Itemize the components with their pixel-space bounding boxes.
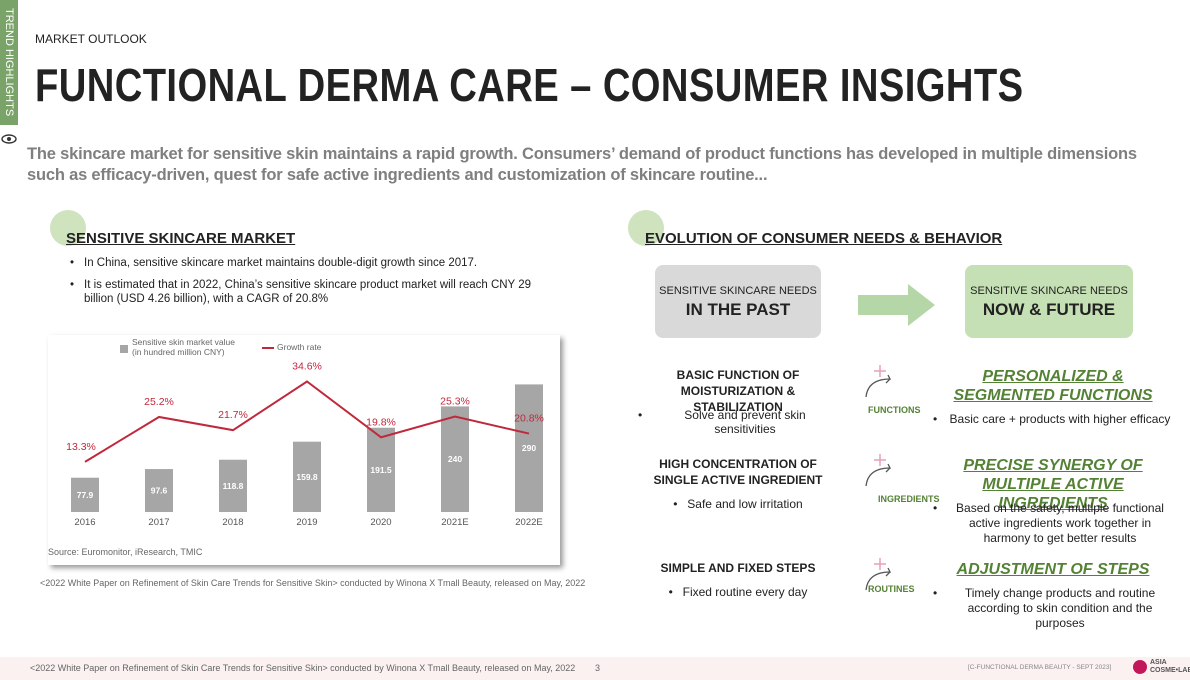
x-tick-label: 2019	[296, 517, 317, 528]
bullet: In China, sensitive skincare market main…	[70, 256, 560, 270]
footer-ref: [C-FUNCTIONAL DERMA BEAUTY - SEPT 2023]	[968, 664, 1112, 671]
title: FUNCTIONAL DERMA CARE – CONSUMER INSIGHT…	[35, 59, 1024, 111]
line-label: 34.6%	[292, 361, 322, 373]
past-bullets: Safe and low irritation	[638, 497, 838, 519]
bullet: Basic care + products with higher effica…	[933, 412, 1173, 427]
bar	[145, 469, 173, 512]
bullet: Safe and low irritation	[673, 497, 802, 511]
tag: INGREDIENTS	[878, 494, 940, 504]
bar	[293, 441, 321, 512]
legend-label: Sensitive skin market value (in hundred …	[132, 337, 235, 357]
footer-note: <2022 White Paper on Refinement of Skin …	[30, 663, 576, 673]
x-tick-label: 2016	[74, 517, 95, 528]
bar	[219, 459, 247, 512]
evolution-heading: EVOLUTION OF CONSUMER NEEDS & BEHAVIOR	[645, 230, 1003, 247]
intro: The skincare market for sensitive skin m…	[27, 145, 1137, 184]
past-need: SIMPLE AND FIXED STEPS	[660, 561, 816, 575]
bar-label: 97.6	[151, 486, 168, 496]
future-need: ADJUSTMENT OF STEPS	[956, 561, 1150, 578]
legend-swatch	[262, 346, 274, 349]
plus-arrow-icon	[865, 558, 892, 591]
page-number: 3	[595, 663, 601, 673]
market-note: <2022 White Paper on Refinement of Skin …	[40, 578, 586, 588]
past-bullets: Solve and prevent skin sensitivities	[638, 408, 838, 444]
sidebar-label: TREND HIGHLIGHTS	[0, 0, 18, 125]
bar	[441, 406, 469, 512]
market-bullets: In China, sensitive skincare market main…	[70, 256, 560, 314]
bullet: Based on the safety, multiple functional…	[933, 501, 1173, 546]
box-label: NOW & FUTURE	[982, 300, 1116, 319]
plus-arrow-icon	[865, 365, 892, 398]
growth-line	[84, 380, 530, 463]
line-label: 25.2%	[144, 396, 174, 408]
logo: ASIA COSME•LAB	[1150, 659, 1190, 674]
legend-swatch	[120, 345, 128, 353]
box-caption: SENSITIVE SKINCARE NEEDS	[970, 285, 1128, 297]
x-tick-label: 2017	[148, 517, 169, 528]
line-label: 21.7%	[218, 409, 248, 421]
legend-label: Growth rate	[277, 342, 322, 352]
bar-label: 191.5	[370, 465, 392, 475]
chart-source: Source: Euromonitor, iResearch, TMIC	[48, 547, 203, 557]
kicker: MARKET OUTLOOK	[35, 32, 147, 46]
line-label: 13.3%	[66, 441, 96, 453]
chart-box: 2016 2017 2018 2019 2020 2021E 2022E 77.9 97.6 11…	[48, 335, 560, 565]
past-need: HIGH CONCENTRATION OF SINGLE ACTIVE INGR…	[653, 457, 823, 487]
tag: ROUTINES	[868, 584, 915, 594]
future-bullets: Basic care + products with higher effica…	[933, 412, 1173, 435]
past-need: BASIC FUNCTION OF MOISTURIZATION & STABI…	[676, 368, 800, 414]
x-tick-label: 2020	[370, 517, 391, 528]
logo-mark	[1133, 660, 1147, 674]
bar	[71, 477, 99, 512]
box-label: IN THE PAST	[685, 300, 791, 319]
footer: <2022 White Paper on Refinement of Skin …	[0, 657, 1190, 680]
x-tick-label: 2021E	[441, 517, 468, 528]
past-box: SENSITIVE SKINCARE NEEDS IN THE PAST	[655, 265, 821, 338]
tag: FUNCTIONS	[868, 405, 921, 415]
x-tick-label: 2018	[222, 517, 243, 528]
arrow	[858, 284, 935, 326]
market-heading: SENSITIVE SKINCARE MARKET	[66, 230, 296, 247]
bar-label: 240	[448, 454, 462, 464]
future-box: SENSITIVE SKINCARE NEEDS NOW & FUTURE	[965, 265, 1133, 338]
x-tick-label: 2022E	[515, 517, 542, 528]
future-bullets: Based on the safety, multiple functional…	[933, 501, 1173, 554]
heading-dot	[50, 210, 86, 246]
line-label: 25.3%	[440, 396, 470, 408]
bar	[515, 384, 543, 512]
box-caption: SENSITIVE SKINCARE NEEDS	[659, 285, 817, 297]
bullet: Timely change products and routine accor…	[933, 586, 1173, 631]
bar-label: 77.9	[77, 490, 94, 500]
line-label: 20.8%	[514, 413, 544, 425]
heading-dot	[628, 210, 664, 246]
bullet: Solve and prevent skin sensitivities	[638, 408, 838, 436]
line-label: 19.8%	[366, 416, 396, 428]
plus-arrow-icon	[865, 454, 892, 487]
future-need: PERSONALIZED & SEGMENTED FUNCTIONS	[953, 368, 1153, 404]
bullet: Fixed routine every day	[669, 585, 808, 599]
chart: 2016 2017 2018 2019 2020 2021E 2022E 77.9 97.6 11…	[66, 361, 544, 528]
eye-icon	[1, 134, 17, 144]
bar-label: 118.8	[223, 481, 244, 491]
bar	[367, 427, 395, 512]
bar-label: 159.8	[296, 472, 318, 482]
future-bullets: Timely change products and routine accor…	[933, 586, 1173, 639]
past-bullets: Fixed routine every day	[638, 585, 838, 607]
bar-label: 290	[522, 443, 536, 453]
bullet: It is estimated that in 2022, China’s se…	[70, 278, 560, 306]
